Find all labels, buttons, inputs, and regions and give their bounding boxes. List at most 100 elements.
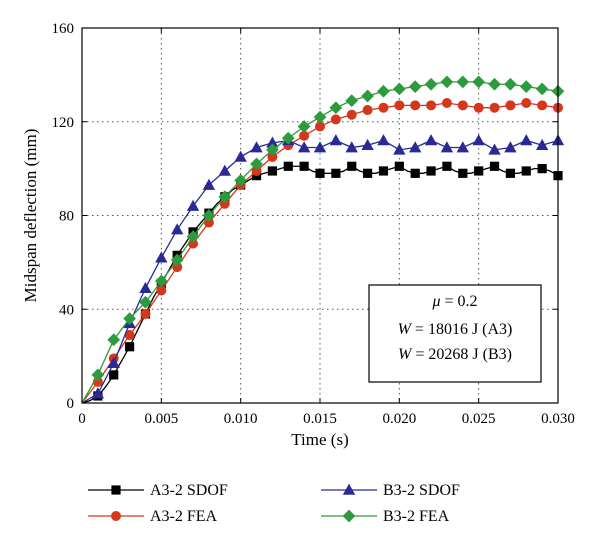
data-point — [488, 143, 501, 155]
data-point — [473, 102, 484, 113]
data-point — [457, 100, 468, 111]
x-tick-label: 0.015 — [303, 411, 337, 427]
data-point — [393, 143, 406, 155]
data-point — [250, 141, 263, 153]
data-point — [378, 102, 389, 113]
annotation-frame — [368, 284, 542, 383]
data-point — [456, 141, 469, 153]
w-symbol-a3: W — [398, 321, 413, 338]
data-point — [458, 168, 468, 178]
data-point — [362, 168, 373, 178]
y-axis-title: Midspan deflection (mm) — [21, 129, 40, 303]
data-point — [504, 77, 517, 91]
data-point — [377, 134, 390, 146]
data-point — [171, 223, 184, 235]
legend-label: B3-2 SDOF — [383, 482, 460, 499]
energy-a3-value: = 18016 J (A3) — [415, 321, 512, 338]
data-point — [472, 75, 486, 89]
data-point — [297, 120, 311, 133]
data-point — [537, 100, 548, 111]
legend-label: A3-2 SDOF — [150, 482, 228, 499]
data-point — [346, 109, 357, 120]
data-point — [331, 168, 341, 178]
data-point — [202, 209, 216, 222]
data-point — [330, 114, 341, 125]
mu-value: = 0.2 — [445, 293, 478, 310]
data-point — [441, 98, 452, 109]
annotation-energy-a3: W = 18016 J (A3) — [398, 321, 513, 338]
data-point — [535, 138, 549, 150]
y-tick-label: 80 — [59, 209, 74, 225]
data-point — [186, 199, 200, 211]
data-point — [345, 94, 359, 108]
data-point — [440, 75, 454, 89]
series-b3-2-fea — [81, 75, 565, 404]
annotation-box: μ = 0.2 W = 18016 J (A3) W = 20268 J (B3… — [368, 284, 542, 383]
data-point — [218, 190, 232, 204]
series-b3-2-sdof — [81, 134, 565, 404]
legend-marker — [342, 509, 356, 523]
data-point — [362, 105, 373, 116]
legend-marker — [111, 510, 122, 521]
data-point — [297, 141, 311, 153]
data-point — [409, 141, 422, 153]
data-point — [250, 157, 263, 171]
data-point — [424, 77, 438, 91]
series-group — [81, 75, 565, 404]
data-point — [186, 230, 200, 243]
ticks: 0 0.005 0.010 0.015 0.020 0.025 0.030 0 40 80 120 1… — [52, 21, 575, 427]
legend-label: B3-2 FEA — [383, 508, 450, 525]
data-point — [299, 161, 309, 171]
data-point — [234, 150, 247, 162]
data-point — [521, 166, 531, 176]
data-point — [91, 368, 105, 382]
data-point — [456, 75, 470, 89]
data-point — [426, 166, 436, 176]
legend-item-b3-2-sdof: B3-2 SDOF — [321, 482, 460, 499]
data-point — [424, 134, 438, 146]
data-point — [520, 134, 533, 146]
data-point — [345, 141, 358, 153]
x-tick-label: 0.030 — [541, 411, 575, 427]
x-tick-label: 0.020 — [382, 411, 416, 427]
data-point — [504, 141, 517, 153]
data-point — [472, 134, 485, 146]
data-point — [442, 161, 452, 171]
data-point — [535, 82, 549, 96]
annotation-energy-b3: W = 20268 J (B3) — [398, 346, 512, 363]
data-point — [440, 141, 454, 153]
x-tick-label: 0.025 — [462, 411, 496, 427]
data-point — [107, 356, 120, 368]
legend-marker — [342, 483, 356, 495]
data-point — [394, 161, 404, 171]
data-point — [505, 168, 516, 178]
data-point — [107, 333, 121, 347]
mu-symbol: μ — [431, 293, 440, 310]
data-point — [489, 161, 500, 171]
x-axis-title: Time (s) — [291, 430, 348, 449]
data-point — [347, 161, 357, 171]
data-point — [313, 141, 327, 153]
data-point — [109, 370, 119, 380]
data-point — [234, 173, 248, 187]
data-point — [505, 100, 516, 111]
data-point — [521, 98, 532, 109]
data-point — [155, 251, 168, 263]
data-point — [218, 164, 231, 176]
data-point — [202, 178, 216, 190]
data-point — [426, 100, 437, 111]
data-point — [377, 84, 390, 98]
data-point — [537, 164, 547, 174]
data-point — [170, 253, 184, 267]
w-symbol-b3: W — [398, 346, 413, 363]
x-tick-label: 0 — [78, 411, 86, 427]
data-point — [139, 281, 152, 293]
data-point — [408, 80, 422, 93]
data-point — [489, 102, 500, 113]
data-point — [140, 308, 151, 319]
y-tick-label: 160 — [52, 21, 75, 37]
data-point — [361, 138, 374, 150]
legend-item-a3-2-fea: A3-2 FEA — [88, 508, 218, 525]
x-tick-label: 0.010 — [224, 411, 258, 427]
